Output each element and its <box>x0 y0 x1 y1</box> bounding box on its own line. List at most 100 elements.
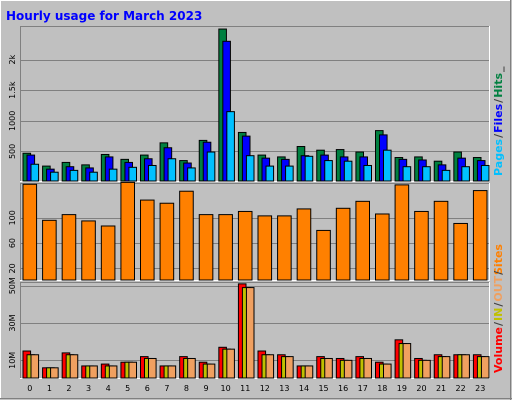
sites-bar-sites <box>257 215 273 281</box>
volume-bar-kbytes-out <box>285 356 294 379</box>
sites-bar-sites <box>433 200 449 281</box>
x-tick-label: 19 <box>397 384 407 393</box>
volume-bar-kbytes-out <box>50 367 59 379</box>
volume-bar-kbytes-out <box>128 361 138 379</box>
x-tick-label: 11 <box>240 384 250 393</box>
sites-bar-sites <box>140 199 155 281</box>
volume-bar-kbytes-out <box>89 365 98 379</box>
volume-bar-kbytes-out <box>343 359 353 379</box>
sites-bar-sites <box>22 183 38 281</box>
x-tick-label: 6 <box>145 384 150 393</box>
usage-bar-pages <box>441 169 451 182</box>
usage-bar-pages <box>324 160 333 182</box>
volume-bar-kbytes-out <box>187 357 196 379</box>
usage-plot-panel <box>20 26 490 182</box>
volume-bar-kbytes-out <box>383 363 392 379</box>
volume-bar-kbytes-out <box>108 365 118 379</box>
sites-bar-sites <box>335 207 351 281</box>
volume-bar-kbytes-out <box>69 354 79 379</box>
usage-bar-pages <box>187 167 196 182</box>
x-tick-label: 17 <box>358 384 368 393</box>
usage-y-tick-label: 2k <box>8 54 17 64</box>
x-tick-label: 0 <box>27 384 32 393</box>
x-tick-label: 8 <box>184 384 189 393</box>
volume-bar-kbytes-out <box>304 365 314 379</box>
volume-plot-panel <box>20 282 490 379</box>
usage-bar-pages <box>363 164 372 182</box>
sites-y-tick-label: 60 <box>8 238 17 248</box>
volume-bar-kbytes-out <box>324 357 333 379</box>
volume-bar-kbytes-out <box>461 354 470 379</box>
volume-legend-label: / <box>492 321 505 326</box>
sites-y-tick-label: 20 <box>8 263 17 273</box>
volume-bar-kbytes-out <box>422 359 431 379</box>
volume-legend-label: OUT <box>492 275 505 301</box>
x-tick-label: 13 <box>279 384 289 393</box>
usage-bar-pages <box>304 155 314 182</box>
volume-bar-kbytes-out <box>480 356 490 379</box>
usage-bar-pages <box>148 164 157 182</box>
sites-y-tick-label: 100 <box>8 210 17 225</box>
sites-bar-sites <box>42 219 57 281</box>
volume-legend-label: IN <box>492 308 505 321</box>
volume-legend-label: / <box>492 270 505 275</box>
usage-legend-label: _ <box>492 66 505 72</box>
sites-bar-sites <box>277 215 292 281</box>
sites-bar-sites <box>61 214 77 281</box>
x-tick-label: 2 <box>66 384 71 393</box>
sites-bar-sites <box>472 190 488 281</box>
volume-y-tick-label: 50M <box>8 277 17 294</box>
sites-bar-sites <box>414 210 429 281</box>
x-tick-label: 12 <box>260 384 270 393</box>
usage-legend-label: Files <box>492 103 505 133</box>
x-tick-label: 9 <box>203 384 208 393</box>
usage-bar-pages <box>343 160 353 182</box>
x-tick-label: 18 <box>377 384 387 393</box>
usage-bar-pages <box>50 171 59 182</box>
x-tick-label: 10 <box>221 384 231 393</box>
sites-bar-sites <box>100 225 116 281</box>
x-tick-label: 22 <box>456 384 466 393</box>
usage-bar-pages <box>422 166 431 182</box>
volume-bar-kbytes-out <box>402 343 412 379</box>
usage-bar-pages <box>402 166 412 182</box>
x-tick-label: 16 <box>338 384 348 393</box>
usage-bar-pages <box>285 165 294 182</box>
usage-legend-label: / <box>492 133 505 138</box>
volume-bar-kbytes-out <box>167 365 177 379</box>
usage-legend-label: Hits <box>492 73 505 98</box>
sites-bar-sites <box>375 213 390 281</box>
volume-bar-kbytes-out <box>30 354 40 379</box>
x-tick-label: 23 <box>475 384 485 393</box>
volume-bar-kbytes-out <box>206 363 216 379</box>
volume-bar-kbytes-out <box>265 354 275 379</box>
usage-bar-pages <box>265 165 275 182</box>
sites-bar-sites <box>159 202 175 281</box>
x-tick-label: 20 <box>416 384 426 393</box>
usage-bar-pages <box>461 166 470 182</box>
usage-bar-pages <box>480 164 490 182</box>
sites-bar-sites <box>355 200 370 281</box>
volume-bar-kbytes-out <box>226 348 235 379</box>
usage-bar-pages <box>108 168 118 182</box>
x-tick-label: 21 <box>436 384 446 393</box>
sites-bar-sites <box>394 184 410 281</box>
volume-y-tick-label: 10M <box>8 352 17 369</box>
usage-bar-pages <box>226 111 235 182</box>
sites-bar-sites <box>120 181 135 281</box>
volume-legend-label: Volume <box>492 327 505 373</box>
sites-bar-sites <box>81 220 96 281</box>
usage-bar-pages <box>167 158 177 182</box>
usage-bar-pages <box>206 151 216 182</box>
x-tick-label: 14 <box>299 384 309 393</box>
sites-bar-sites <box>218 214 233 281</box>
volume-y-tick-label: 30M <box>8 314 17 331</box>
sites-plot-panel <box>20 183 490 281</box>
usage-legend-label: / <box>492 98 505 103</box>
volume-legend-label: / <box>492 302 505 307</box>
usage-bar-pages <box>383 149 392 182</box>
volume-bar-kbytes-out <box>148 357 157 379</box>
usage-bar-pages <box>245 155 255 182</box>
volume-bar-kbytes-out <box>363 357 372 379</box>
